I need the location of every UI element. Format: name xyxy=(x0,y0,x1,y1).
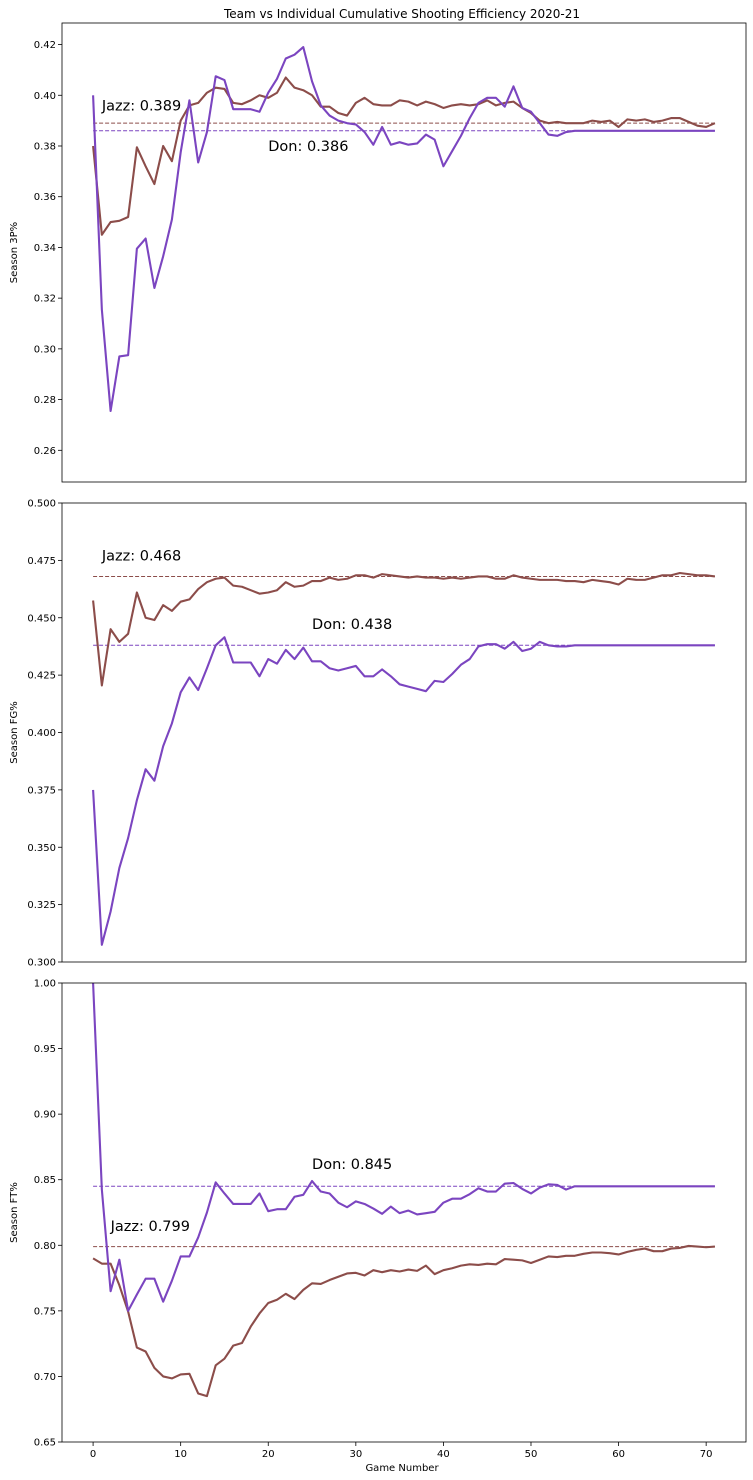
axes-frame-fg xyxy=(61,502,747,963)
y-tick-label-fg: 0.300 xyxy=(27,958,56,969)
jazz-annotation-ft: Jazz: 0.799 xyxy=(110,1219,190,1235)
y-tick-label-ft: 0.95 xyxy=(34,1044,56,1055)
x-tick-label: 30 xyxy=(349,1449,362,1460)
y-axis-title-fg: Season FG% xyxy=(9,701,20,763)
don-series-line-ft xyxy=(92,983,715,1312)
y-tick-label-3p: 0.36 xyxy=(34,192,56,203)
x-tick-label: 60 xyxy=(612,1449,625,1460)
x-tick-label: 50 xyxy=(525,1449,538,1460)
y-tick-label-3p: 0.34 xyxy=(34,243,56,254)
axes-frame-3p xyxy=(61,22,747,483)
don-annotation-fg: Don: 0.438 xyxy=(312,617,392,633)
y-tick-label-3p: 0.38 xyxy=(34,141,56,152)
x-tick-label: 70 xyxy=(700,1449,713,1460)
jazz-series-line-3p xyxy=(92,76,716,236)
y-tick-label-ft: 0.70 xyxy=(34,1372,56,1383)
x-tick-label: 0 xyxy=(90,1449,96,1460)
y-tick-label-ft: 0.85 xyxy=(34,1175,56,1186)
jazz-annotation-fg: Jazz: 0.468 xyxy=(101,548,181,564)
x-tick-label: 40 xyxy=(437,1449,450,1460)
jazz-series-line-ft xyxy=(92,1244,715,1398)
y-tick-label-fg: 0.325 xyxy=(27,900,56,911)
chart-title: Team vs Individual Cumulative Shooting E… xyxy=(223,7,580,21)
y-tick-label-3p: 0.40 xyxy=(34,91,56,102)
don-annotation-ft: Don: 0.845 xyxy=(312,1157,392,1173)
y-axis-title-ft: Season FT% xyxy=(9,1182,20,1243)
y-tick-label-3p: 0.42 xyxy=(34,40,56,51)
don-series-line-3p xyxy=(92,46,715,413)
panels: 0.26 0.28 0.30 0.32 0.34 0.36 0.38 0.40 0.42 Seas… xyxy=(9,22,747,1460)
panel-ft: 0.65 0.70 0.75 0.80 0.85 0.90 0.95 1.00 Season F… xyxy=(9,979,747,1460)
y-tick-label-3p: 0.32 xyxy=(34,294,56,305)
y-tick-label-fg: 0.500 xyxy=(27,499,56,510)
y-tick-label-ft: 0.80 xyxy=(34,1241,56,1252)
y-tick-label-fg: 0.350 xyxy=(27,843,56,854)
don-series-line-fg xyxy=(92,636,715,946)
y-tick-label-fg: 0.425 xyxy=(27,671,56,682)
panel-fg: 0.300 0.325 0.350 0.375 0.400 0.425 0.450 0.475… xyxy=(9,499,747,969)
don-annotation-3p: Don: 0.386 xyxy=(268,139,348,155)
y-tick-label-3p: 0.30 xyxy=(34,344,56,355)
panel-3p: 0.26 0.28 0.30 0.32 0.34 0.36 0.38 0.40 0.42 Seas… xyxy=(9,22,747,483)
y-axis-title-3p: Season 3P% xyxy=(9,222,20,283)
y-tick-label-ft: 1.00 xyxy=(34,979,56,990)
x-axis-title: Game Number xyxy=(365,1463,439,1474)
y-tick-label-3p: 0.26 xyxy=(34,446,56,457)
x-tick-label: 20 xyxy=(262,1449,275,1460)
jazz-series-line-fg xyxy=(92,571,716,687)
y-tick-label-fg: 0.450 xyxy=(27,613,56,624)
y-tick-label-fg: 0.475 xyxy=(27,556,56,567)
y-tick-label-fg: 0.400 xyxy=(27,728,56,739)
y-tick-label-ft: 0.65 xyxy=(34,1438,56,1449)
x-tick-label: 10 xyxy=(174,1449,187,1460)
y-tick-label-3p: 0.28 xyxy=(34,395,56,406)
jazz-annotation-3p: Jazz: 0.389 xyxy=(101,98,181,114)
y-tick-label-ft: 0.75 xyxy=(34,1306,56,1317)
axes-frame-ft xyxy=(61,982,747,1443)
y-tick-label-ft: 0.90 xyxy=(34,1110,56,1121)
y-tick-label-fg: 0.375 xyxy=(27,785,56,796)
